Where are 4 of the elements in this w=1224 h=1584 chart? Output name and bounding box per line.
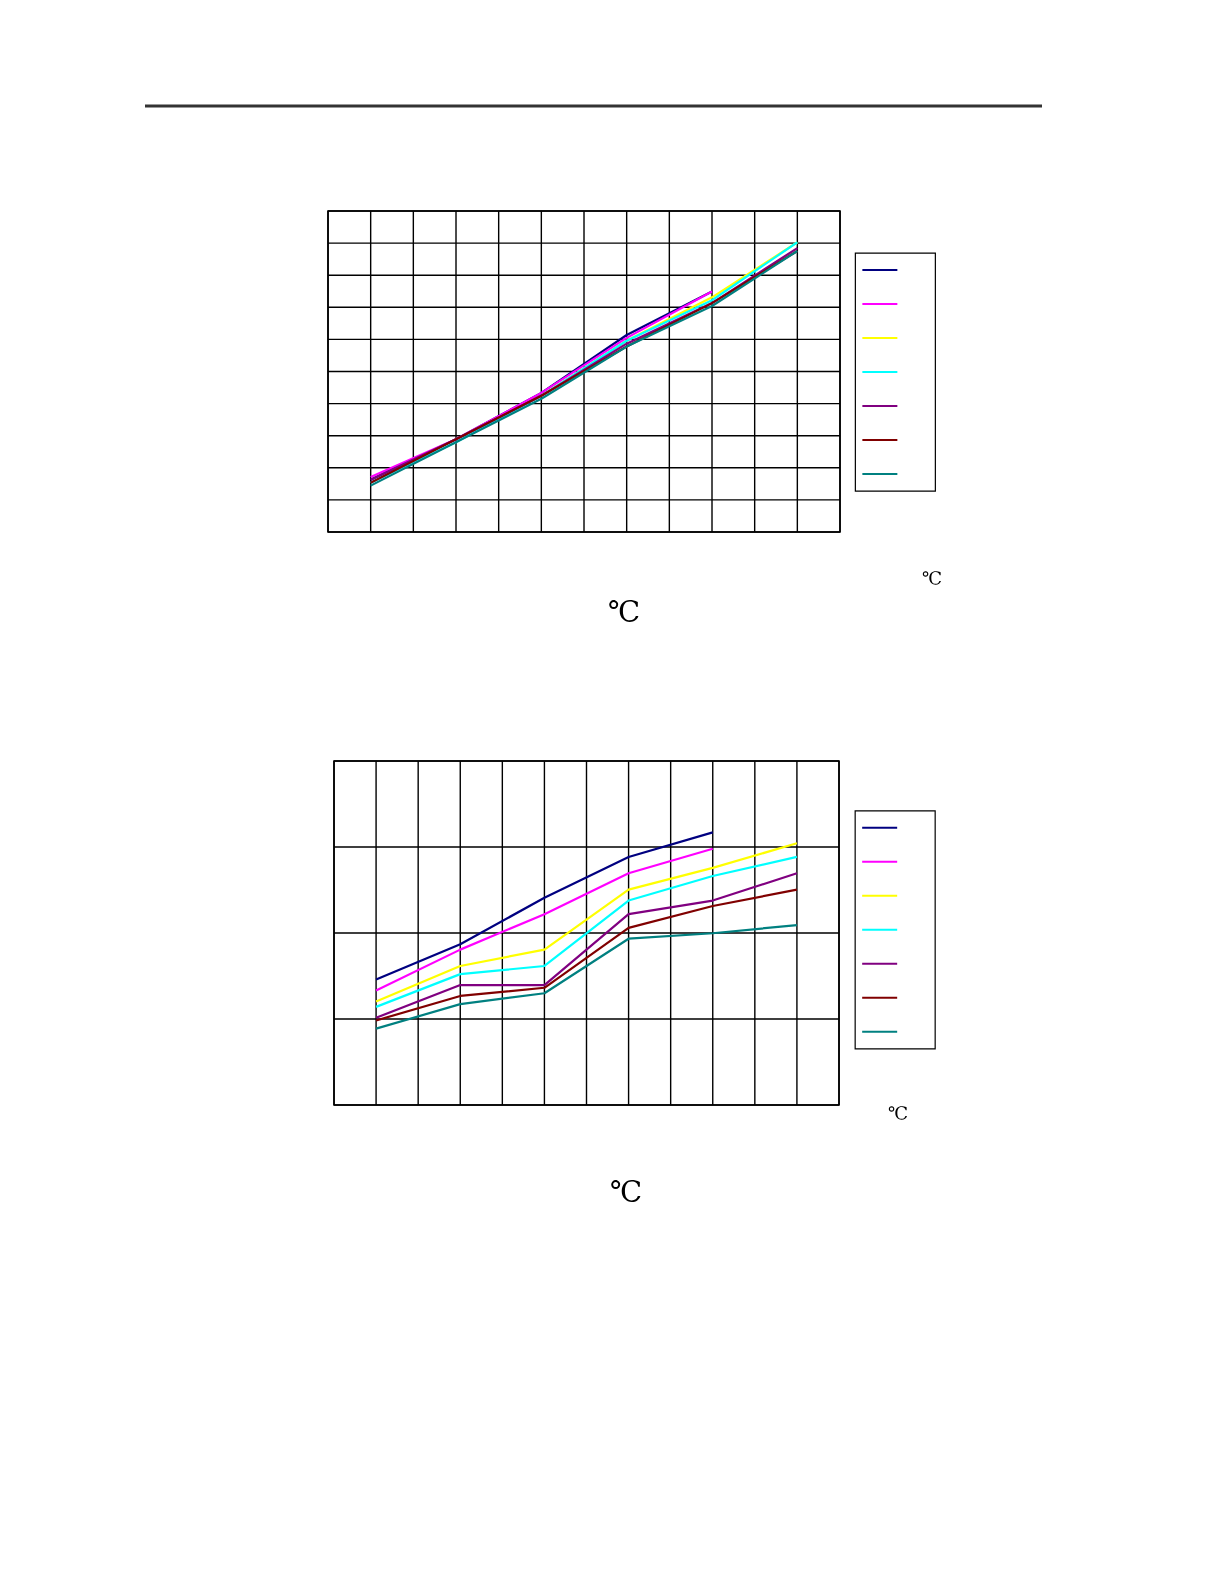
x-axis-title: ℃ (611, 1180, 641, 1202)
text: ℃ (888, 1106, 908, 1120)
x-axis-title: ℃ (609, 600, 639, 622)
text: ℃ (922, 571, 942, 585)
